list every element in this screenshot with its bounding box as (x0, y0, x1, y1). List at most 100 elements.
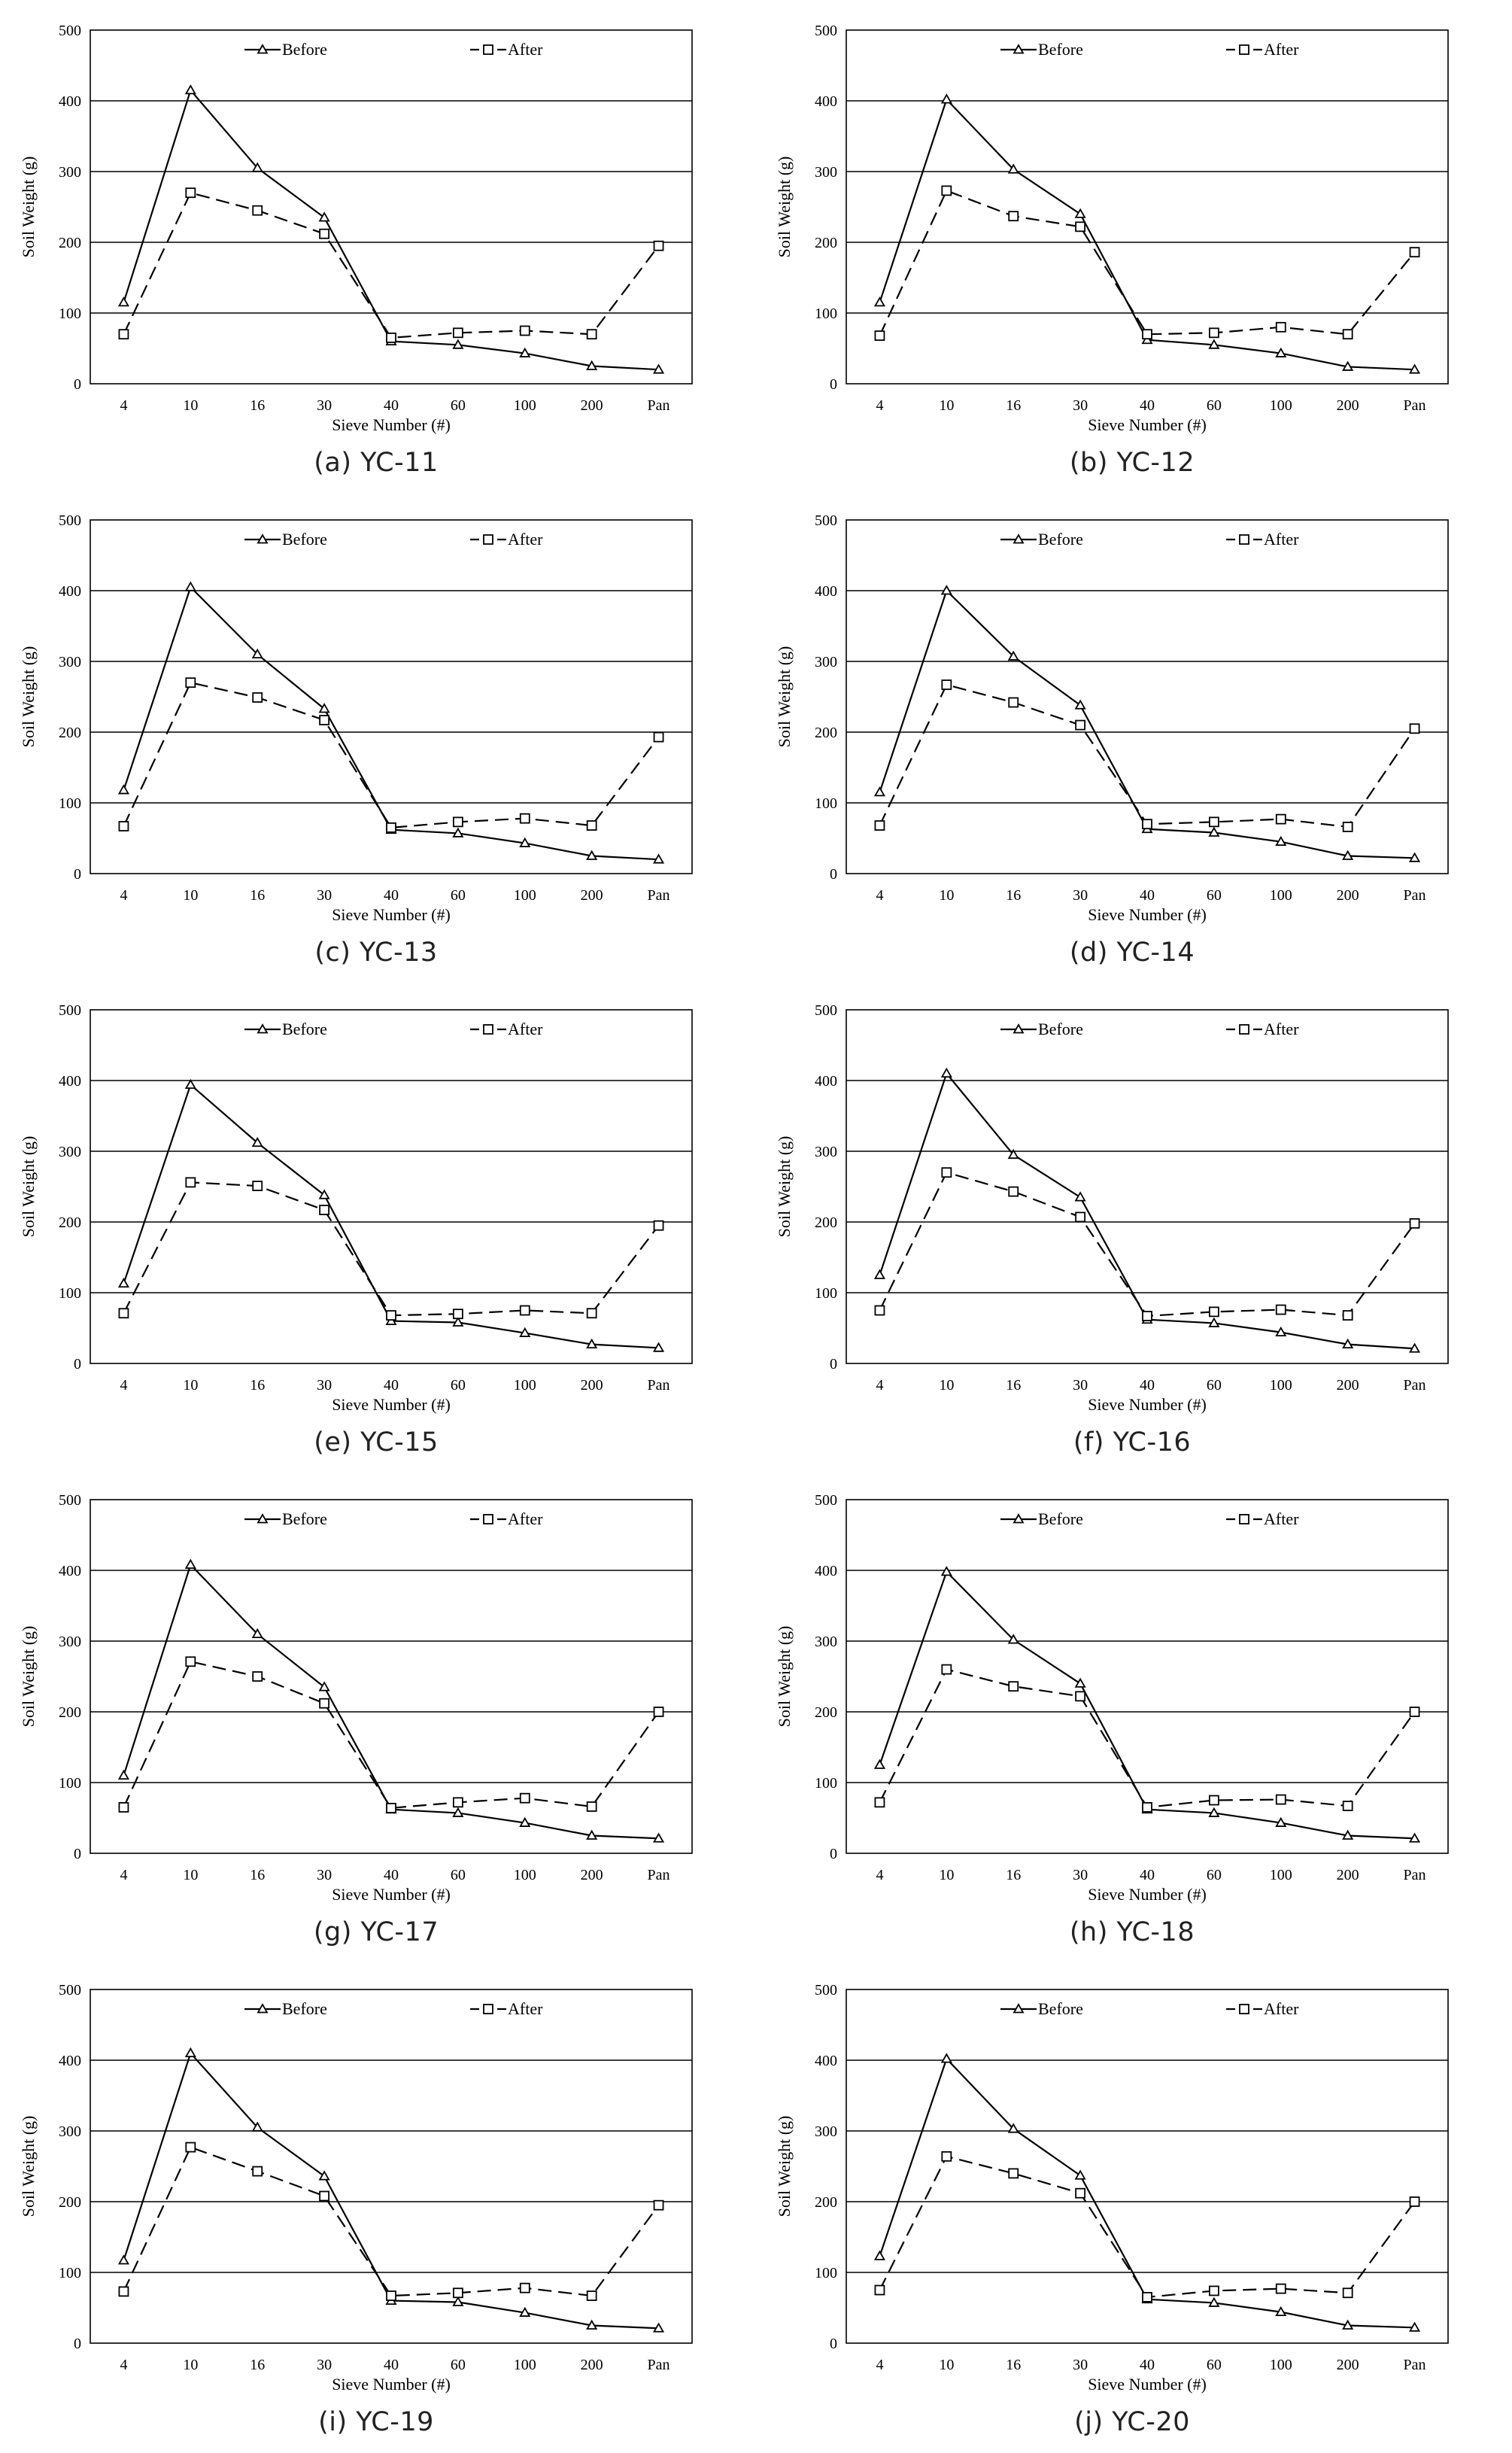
x-tick-label: 100 (514, 2357, 536, 2373)
plot-frame (846, 29, 1449, 385)
data-point-after (1275, 321, 1286, 333)
y-tick-label: 200 (59, 235, 81, 251)
data-point-after (319, 2190, 330, 2202)
data-point-before (940, 1067, 952, 1078)
x-tick-label: 60 (451, 397, 466, 414)
series-line-before (879, 1071, 1415, 1350)
x-tick-label: 4 (876, 1377, 883, 1394)
data-point-before (1409, 852, 1421, 862)
legend-marker-after (483, 534, 493, 545)
x-tick-label: 16 (250, 2357, 265, 2373)
y-tick-label: 400 (59, 2053, 81, 2069)
x-tick-label: 10 (183, 1377, 198, 1394)
x-tick-label: 40 (384, 2357, 399, 2373)
chart-panel: 0 100 200 300 400 500 4 10 16 30 40 60 100 200 Pan Siev… (0, 983, 752, 1473)
data-point-before (184, 1078, 196, 1090)
y-tick-label: 400 (815, 1563, 837, 1579)
y-tick-label: 300 (59, 1144, 81, 1160)
data-point-before (117, 784, 129, 795)
y-tick-label: 400 (59, 583, 81, 600)
data-point-after (1142, 1801, 1152, 1813)
data-point-after (586, 1801, 597, 1812)
data-point-after (1075, 719, 1086, 731)
x-tick-label: Pan (1404, 887, 1426, 904)
data-point-before (586, 1338, 598, 1349)
data-point-after (941, 1167, 952, 1178)
plot-frame (90, 1009, 693, 1364)
legend-marker-after (1239, 2004, 1249, 2014)
x-tick-label: 60 (451, 1867, 466, 1883)
data-point-after (386, 1310, 396, 1321)
data-point-after (941, 1664, 952, 1675)
data-point-before (1342, 360, 1354, 371)
data-point-after (185, 677, 196, 688)
data-point-after (941, 2151, 952, 2162)
y-tick-label: 0 (74, 1356, 81, 1372)
x-tick-label: 30 (1073, 397, 1088, 414)
data-point-before (873, 2250, 885, 2260)
y-axis-title: Soil Weight (g) (775, 1136, 794, 1238)
legend-label-before: Before (1038, 530, 1083, 549)
x-tick-label: 60 (1207, 2357, 1222, 2373)
line-chart: 0 100 200 300 400 500 4 10 16 30 40 60 100 200 Pan Siev… (19, 1002, 693, 1414)
line-chart: 0 100 200 300 400 500 4 10 16 30 40 60 100 200 Pan Siev… (775, 1002, 1449, 1414)
data-point-before (1275, 835, 1287, 847)
data-point-after (586, 1308, 597, 1319)
chart-panel: 0 100 200 300 400 500 4 10 16 30 40 60 100 200 Pan Siev… (756, 983, 1508, 1473)
x-tick-label: 30 (1073, 2357, 1088, 2373)
data-point-before (1074, 2169, 1086, 2180)
x-tick-label: 60 (1207, 887, 1222, 904)
line-chart: 0 100 200 300 400 500 4 10 16 30 40 60 100 200 Pan Siev… (775, 1982, 1449, 2394)
x-tick-label: 16 (1006, 2357, 1021, 2373)
data-point-after (185, 2141, 196, 2153)
figure-caption: (b) YC-12 (1069, 448, 1195, 478)
plot-frame (90, 1499, 693, 1854)
x-axis-title: Sieve Number (#) (1088, 1885, 1207, 1904)
data-point-after (319, 1698, 330, 1709)
data-point-before (318, 1681, 330, 1692)
data-point-after (319, 228, 330, 239)
plot-frame (90, 519, 693, 874)
data-point-after (386, 822, 396, 833)
line-chart: 0 100 200 300 400 500 4 10 16 30 40 60 100 200 Pan Siev… (19, 23, 693, 434)
data-point-before (452, 339, 464, 349)
y-tick-label: 0 (830, 376, 837, 393)
data-point-before (318, 211, 330, 222)
data-point-after (1409, 1707, 1420, 1717)
legend-label-after: After (508, 1020, 543, 1038)
legend-label-before: Before (282, 1999, 327, 2018)
data-point-after (1409, 1217, 1420, 1229)
data-point-after (1142, 329, 1152, 340)
x-axis-title: Sieve Number (#) (332, 1395, 451, 1414)
x-tick-label: 10 (939, 2357, 954, 2373)
data-point-before (1342, 1338, 1354, 1349)
data-point-after (874, 1305, 885, 1316)
x-tick-label: Pan (648, 2357, 670, 2373)
y-tick-label: 300 (815, 164, 837, 181)
x-tick-label: 100 (514, 397, 536, 414)
x-axis-title: Sieve Number (#) (1088, 2375, 1207, 2394)
legend-label-before: Before (282, 530, 327, 549)
data-point-after (1208, 816, 1219, 828)
x-tick-label: 200 (1337, 1867, 1359, 1883)
x-tick-label: 10 (183, 1867, 198, 1883)
x-tick-label: 10 (939, 1377, 954, 1394)
x-tick-label: 100 (1270, 1867, 1292, 1883)
data-point-before (1208, 1317, 1220, 1327)
figure-caption: (f) YC-16 (1073, 1427, 1192, 1458)
line-chart: 0 100 200 300 400 500 4 10 16 30 40 60 100 200 Pan Siev… (775, 512, 1449, 924)
y-tick-label: 200 (815, 2194, 837, 2211)
y-tick-label: 100 (815, 795, 837, 812)
data-point-after (1075, 2187, 1086, 2199)
legend-marker-before (257, 2003, 269, 2014)
data-point-before (519, 837, 531, 847)
plot-frame (846, 1009, 1449, 1364)
x-tick-label: 40 (1140, 1377, 1155, 1394)
data-point-after (519, 325, 530, 336)
x-tick-label: 40 (1140, 887, 1155, 904)
legend-label-after: After (508, 1999, 543, 2018)
data-point-after (1008, 1186, 1019, 1197)
data-point-before (452, 1316, 464, 1327)
y-tick-label: 300 (815, 1144, 837, 1160)
